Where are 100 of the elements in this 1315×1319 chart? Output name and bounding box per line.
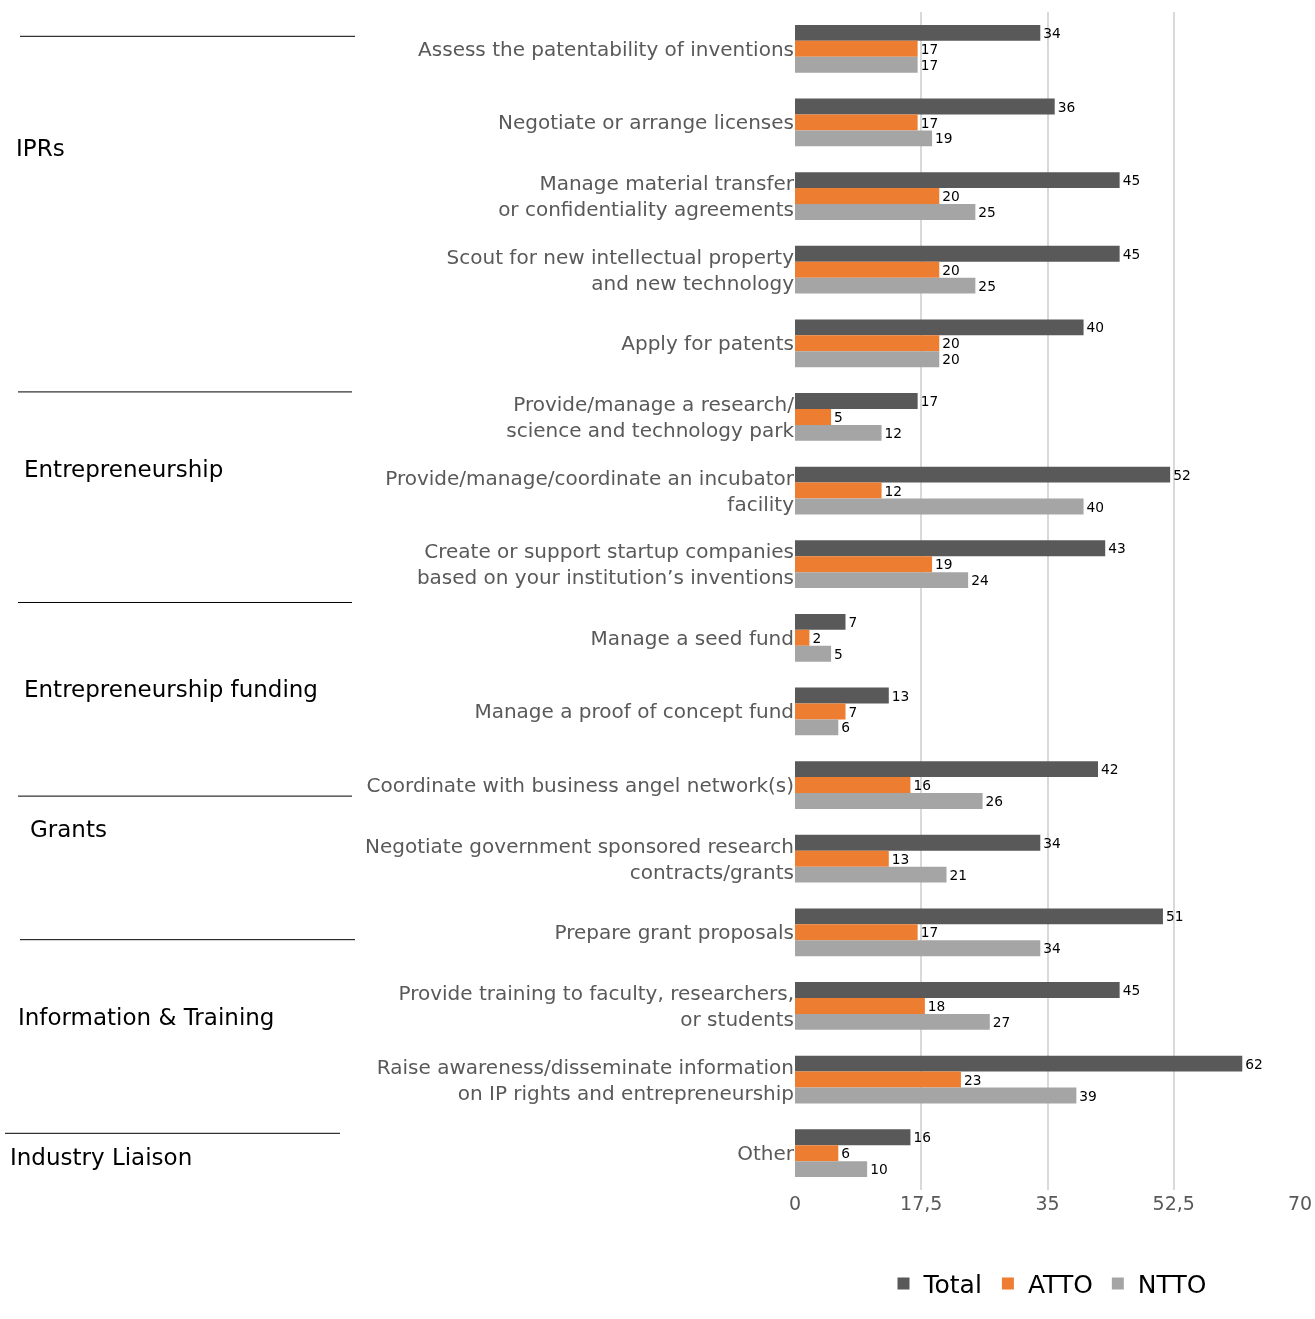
- data-label: 6: [841, 1145, 851, 1162]
- bar: [795, 924, 918, 941]
- y-tick-label: Other: [737, 1141, 795, 1166]
- bar: [795, 1013, 990, 1030]
- text: Entrepreneurship funding: [24, 676, 318, 702]
- bar: [795, 188, 940, 205]
- bar: [795, 319, 1084, 336]
- bar: [795, 908, 1163, 925]
- bar: [795, 204, 976, 220]
- x-tick-label: 70: [1287, 1192, 1313, 1214]
- bar: [795, 393, 918, 409]
- data-label: 17: [920, 393, 939, 410]
- data-label: 25: [978, 277, 996, 294]
- bar: [795, 1087, 1077, 1104]
- y-tick-label: Apply for patents: [621, 331, 794, 356]
- bar: [795, 777, 911, 794]
- data-label: 34: [1043, 24, 1061, 41]
- x-tick-label: 0: [788, 1192, 802, 1214]
- bar: [795, 408, 832, 425]
- bar: [795, 1129, 911, 1146]
- bar: [795, 645, 832, 662]
- bar: [795, 351, 940, 368]
- bar: [795, 540, 1106, 557]
- y-tick-label: Provide training to faculty, researchers, or students: [398, 980, 794, 1031]
- text: Entrepreneurship: [24, 456, 224, 482]
- bar: [795, 613, 846, 630]
- x-tick-label: 35: [1035, 1192, 1060, 1214]
- data-label: 16: [913, 777, 931, 794]
- data-label: 5: [834, 645, 843, 662]
- y-tick-label: Manage a proof of concept fund: [474, 699, 794, 724]
- data-label: 26: [985, 793, 1004, 810]
- data-label: 17: [920, 56, 939, 73]
- y-tick-label: Provide/manage/coordinate an incubator facility: [385, 465, 795, 516]
- legend-label: NTTO: [1137, 1270, 1207, 1300]
- data-label: 20: [942, 261, 960, 278]
- data-label: 24: [971, 572, 989, 589]
- bar: [795, 982, 1120, 998]
- data-label: 12: [884, 424, 903, 441]
- data-label: 23: [963, 1071, 982, 1088]
- bar: [795, 834, 1041, 851]
- bar: [795, 172, 1120, 189]
- data-label: 18: [927, 998, 946, 1015]
- bar: [795, 1161, 868, 1178]
- y-tick-label: Manage a seed fund: [590, 625, 794, 650]
- y-tick-label: Negotiate government sponsored research contracts/grants: [365, 833, 794, 884]
- data-label: 20: [942, 335, 960, 352]
- data-label: 20: [942, 188, 960, 205]
- bar: [795, 56, 918, 73]
- data-label: 45: [1122, 245, 1141, 262]
- data-label: 13: [891, 687, 910, 704]
- bar: [795, 335, 940, 352]
- bar: [795, 424, 882, 441]
- bar: [795, 572, 969, 589]
- bar: [795, 719, 839, 736]
- data-label: 34: [1043, 834, 1061, 851]
- data-label: 2: [812, 629, 822, 646]
- data-label: 40: [1086, 498, 1105, 515]
- y-tick-label: Create or support startup companies based on your institution’s inventions: [416, 539, 794, 590]
- data-label: 62: [1245, 1055, 1263, 1072]
- data-label: 42: [1101, 761, 1119, 778]
- bar: [795, 850, 889, 867]
- data-label: 25: [978, 204, 996, 221]
- data-label: 13: [891, 850, 910, 867]
- x-tick-label: 17,5: [900, 1192, 943, 1214]
- bar: [795, 1145, 839, 1162]
- x-tick-label: 52,5: [1152, 1192, 1195, 1214]
- data-label: 17: [920, 40, 939, 57]
- bar: [795, 629, 810, 646]
- bar: [795, 687, 889, 704]
- y-tick-label: Negotiate or arrange licenses: [497, 110, 794, 135]
- y-tick-label: Scout for new intellectual property and new technology: [446, 244, 795, 295]
- data-label: 20: [942, 351, 960, 368]
- bar: [795, 482, 882, 499]
- data-label: 12: [884, 482, 903, 499]
- bar: [795, 761, 1098, 778]
- data-label: 16: [913, 1129, 931, 1146]
- bar: [795, 703, 846, 720]
- bar: [795, 1071, 961, 1088]
- data-label: 17: [920, 114, 939, 131]
- bar: [795, 277, 976, 294]
- bar: [795, 866, 947, 883]
- data-label: 7: [848, 703, 858, 720]
- data-label: 39: [1079, 1087, 1097, 1104]
- y-tick-label: Raise awareness/disseminate information on IP rights and entrepreneurship: [376, 1054, 794, 1105]
- bar: [795, 98, 1055, 115]
- bar: [795, 997, 925, 1014]
- bar: [795, 261, 940, 278]
- bar: [795, 556, 933, 573]
- data-label: 19: [935, 130, 953, 147]
- bar: [795, 114, 918, 131]
- y-tick-label: Provide/manage a research/ science and technology park: [506, 391, 795, 442]
- text: Grants: [30, 816, 107, 842]
- data-label: 19: [935, 556, 953, 573]
- data-label: 27: [992, 1013, 1011, 1030]
- y-tick-label: Manage material transfer or confidentiality agreements: [498, 171, 795, 222]
- bar: [795, 130, 933, 147]
- data-label: 40: [1086, 319, 1105, 336]
- bar: [795, 940, 1041, 957]
- y-tick-label: Prepare grant proposals: [554, 920, 794, 945]
- bar: [795, 1055, 1243, 1072]
